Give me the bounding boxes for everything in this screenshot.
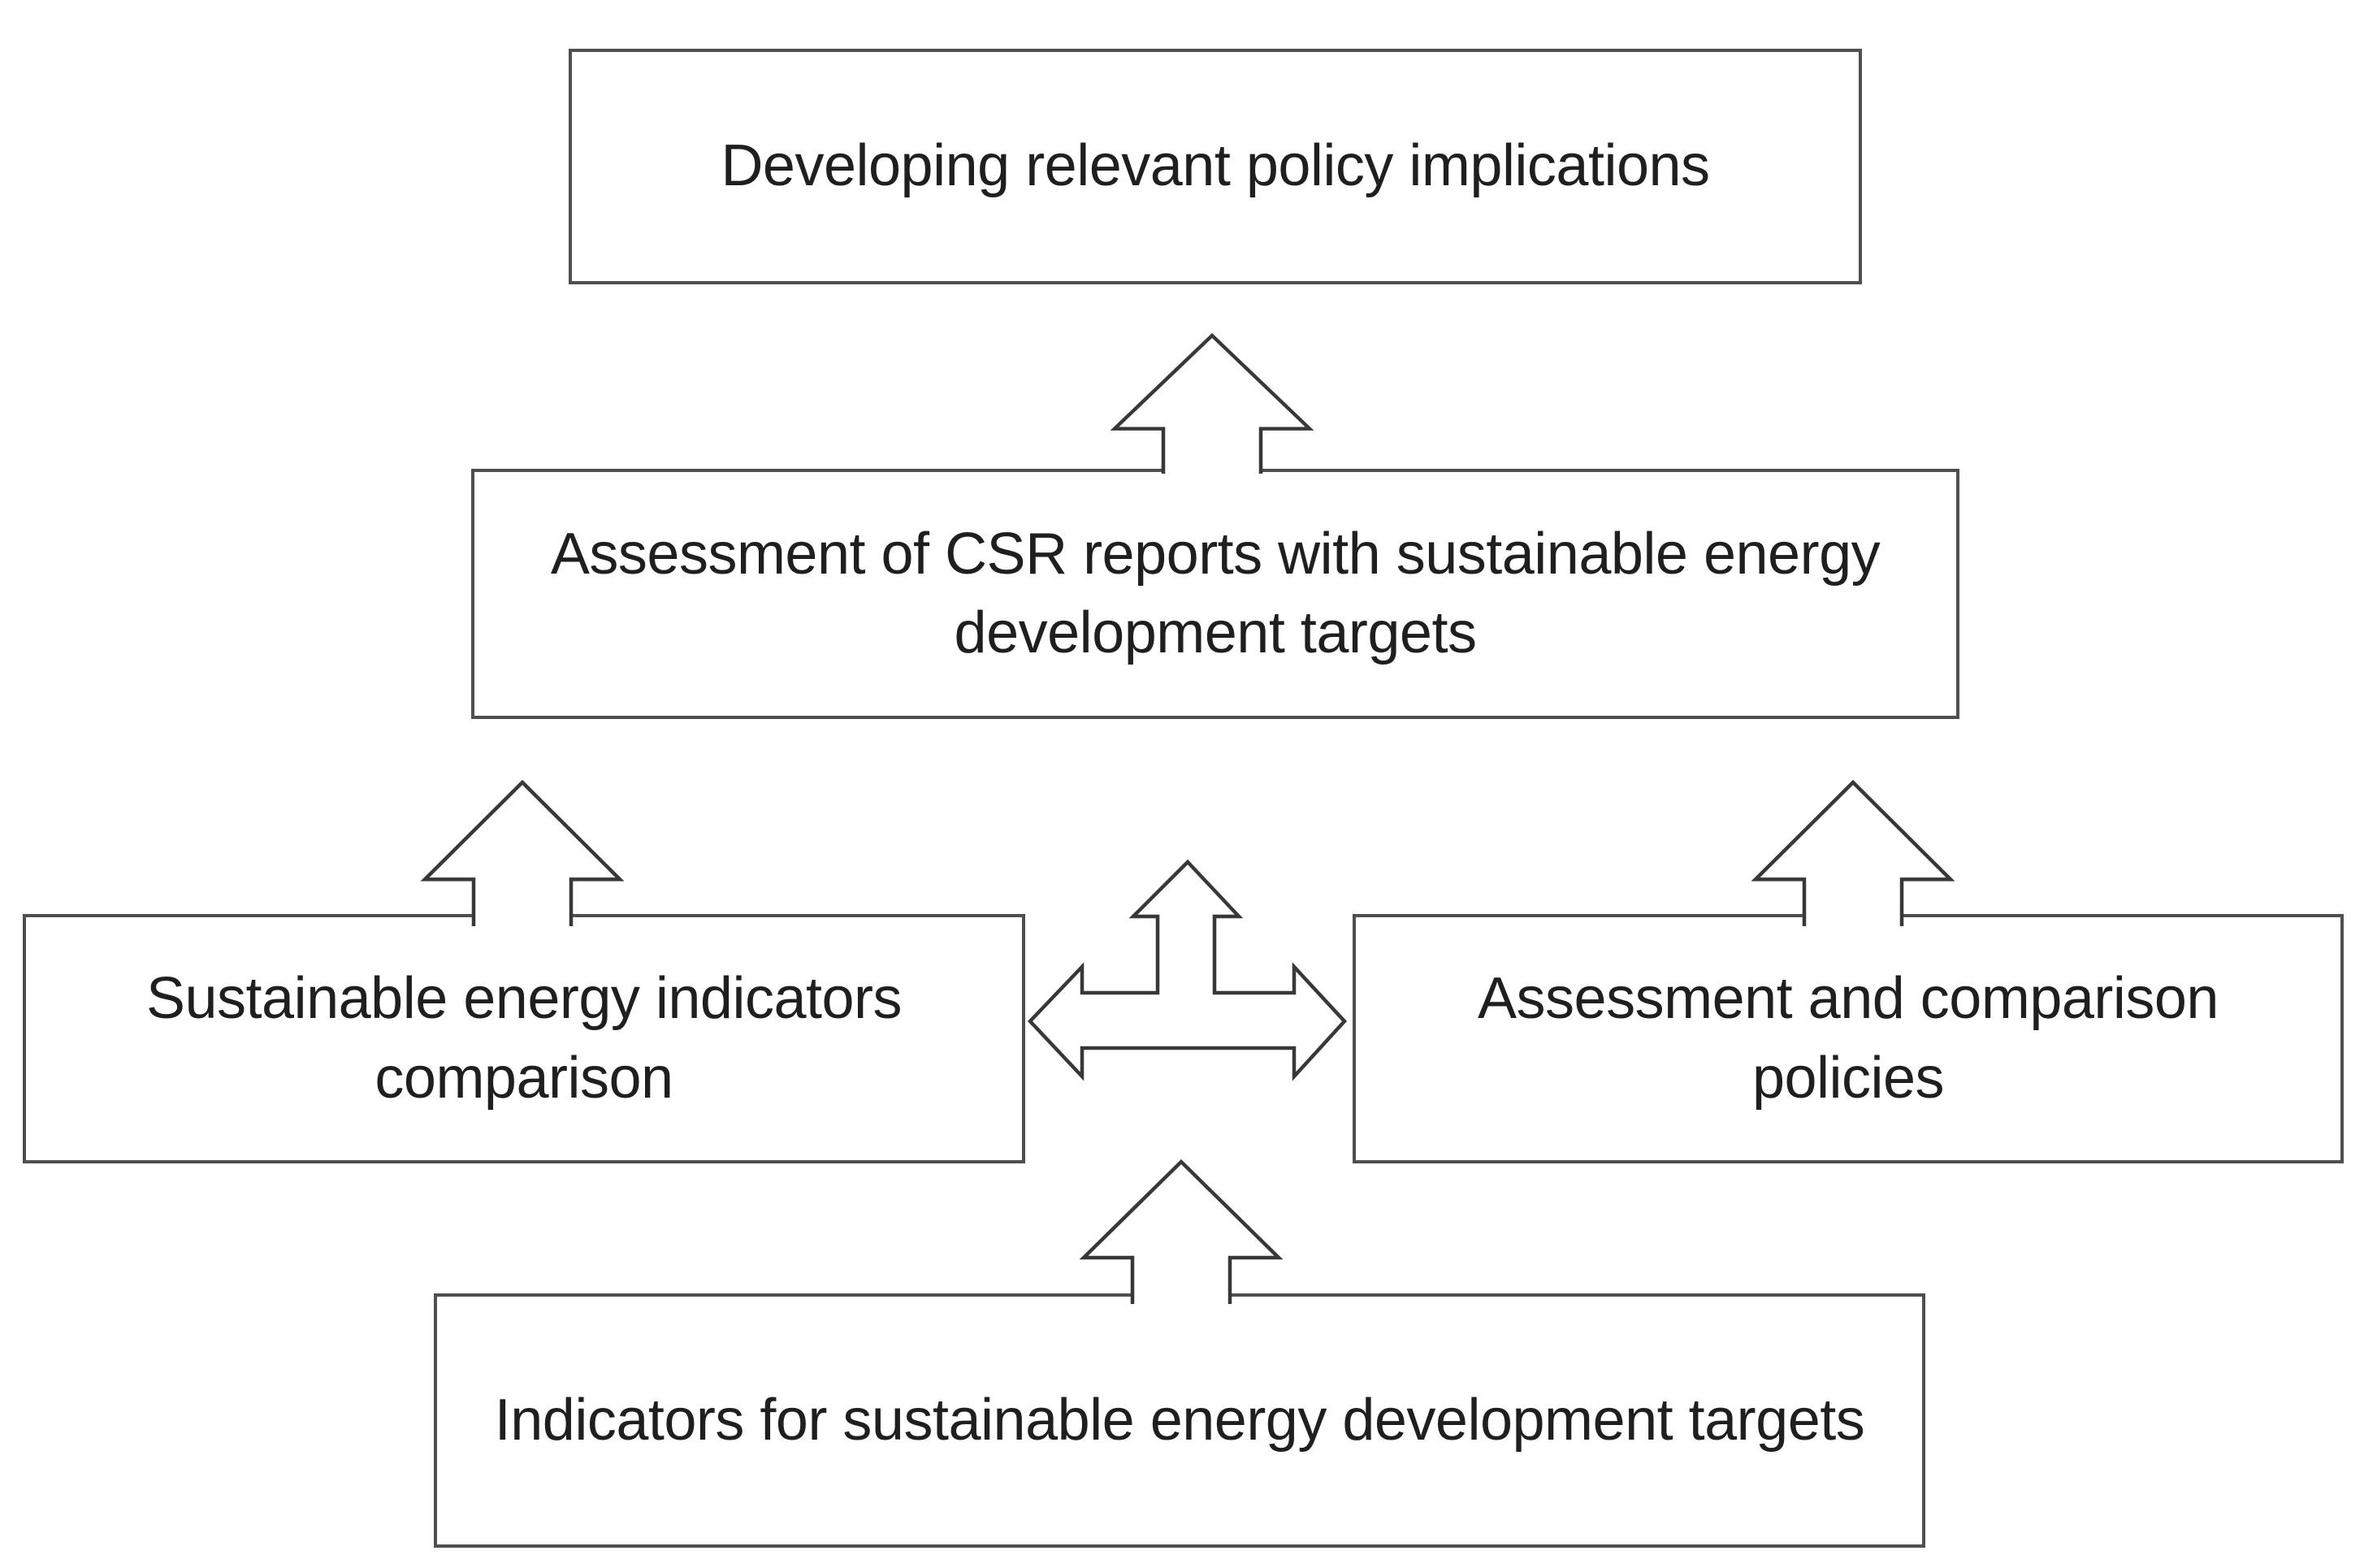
up-block-arrow-icon xyxy=(1079,1159,1284,1304)
box-label: Assessment of CSR reports with sustainab… xyxy=(550,521,1881,665)
up-block-arrow-outline xyxy=(1110,332,1314,474)
up-block-arrow-icon xyxy=(1751,779,1955,926)
up-block-arrow-outline xyxy=(420,779,625,926)
three-way-arrow-outline xyxy=(1027,859,1348,1081)
up-block-arrow-icon xyxy=(420,779,625,926)
box-label: Indicators for sustainable energy develo… xyxy=(494,1387,1865,1453)
up-block-arrow-outline xyxy=(1079,1159,1284,1304)
three-way-arrow-icon xyxy=(1027,859,1348,1081)
box-label: Developing relevant policy implications xyxy=(721,133,1710,199)
box-label: Sustainable energy indicators comparison xyxy=(145,966,903,1111)
box-indicators-comparison: Sustainable energy indicators comparison xyxy=(23,914,1025,1163)
box-developing-policy: Developing relevant policy implications xyxy=(569,49,1862,284)
up-block-arrow-icon xyxy=(1110,332,1314,474)
box-indicators-targets: Indicators for sustainable energy develo… xyxy=(434,1293,1925,1548)
box-label: Assessment and comparison policies xyxy=(1478,966,2219,1111)
up-block-arrow-outline xyxy=(1751,779,1955,926)
box-assessment-policies: Assessment and comparison policies xyxy=(1353,914,2344,1163)
box-csr-assessment: Assessment of CSR reports with sustainab… xyxy=(471,469,1959,719)
